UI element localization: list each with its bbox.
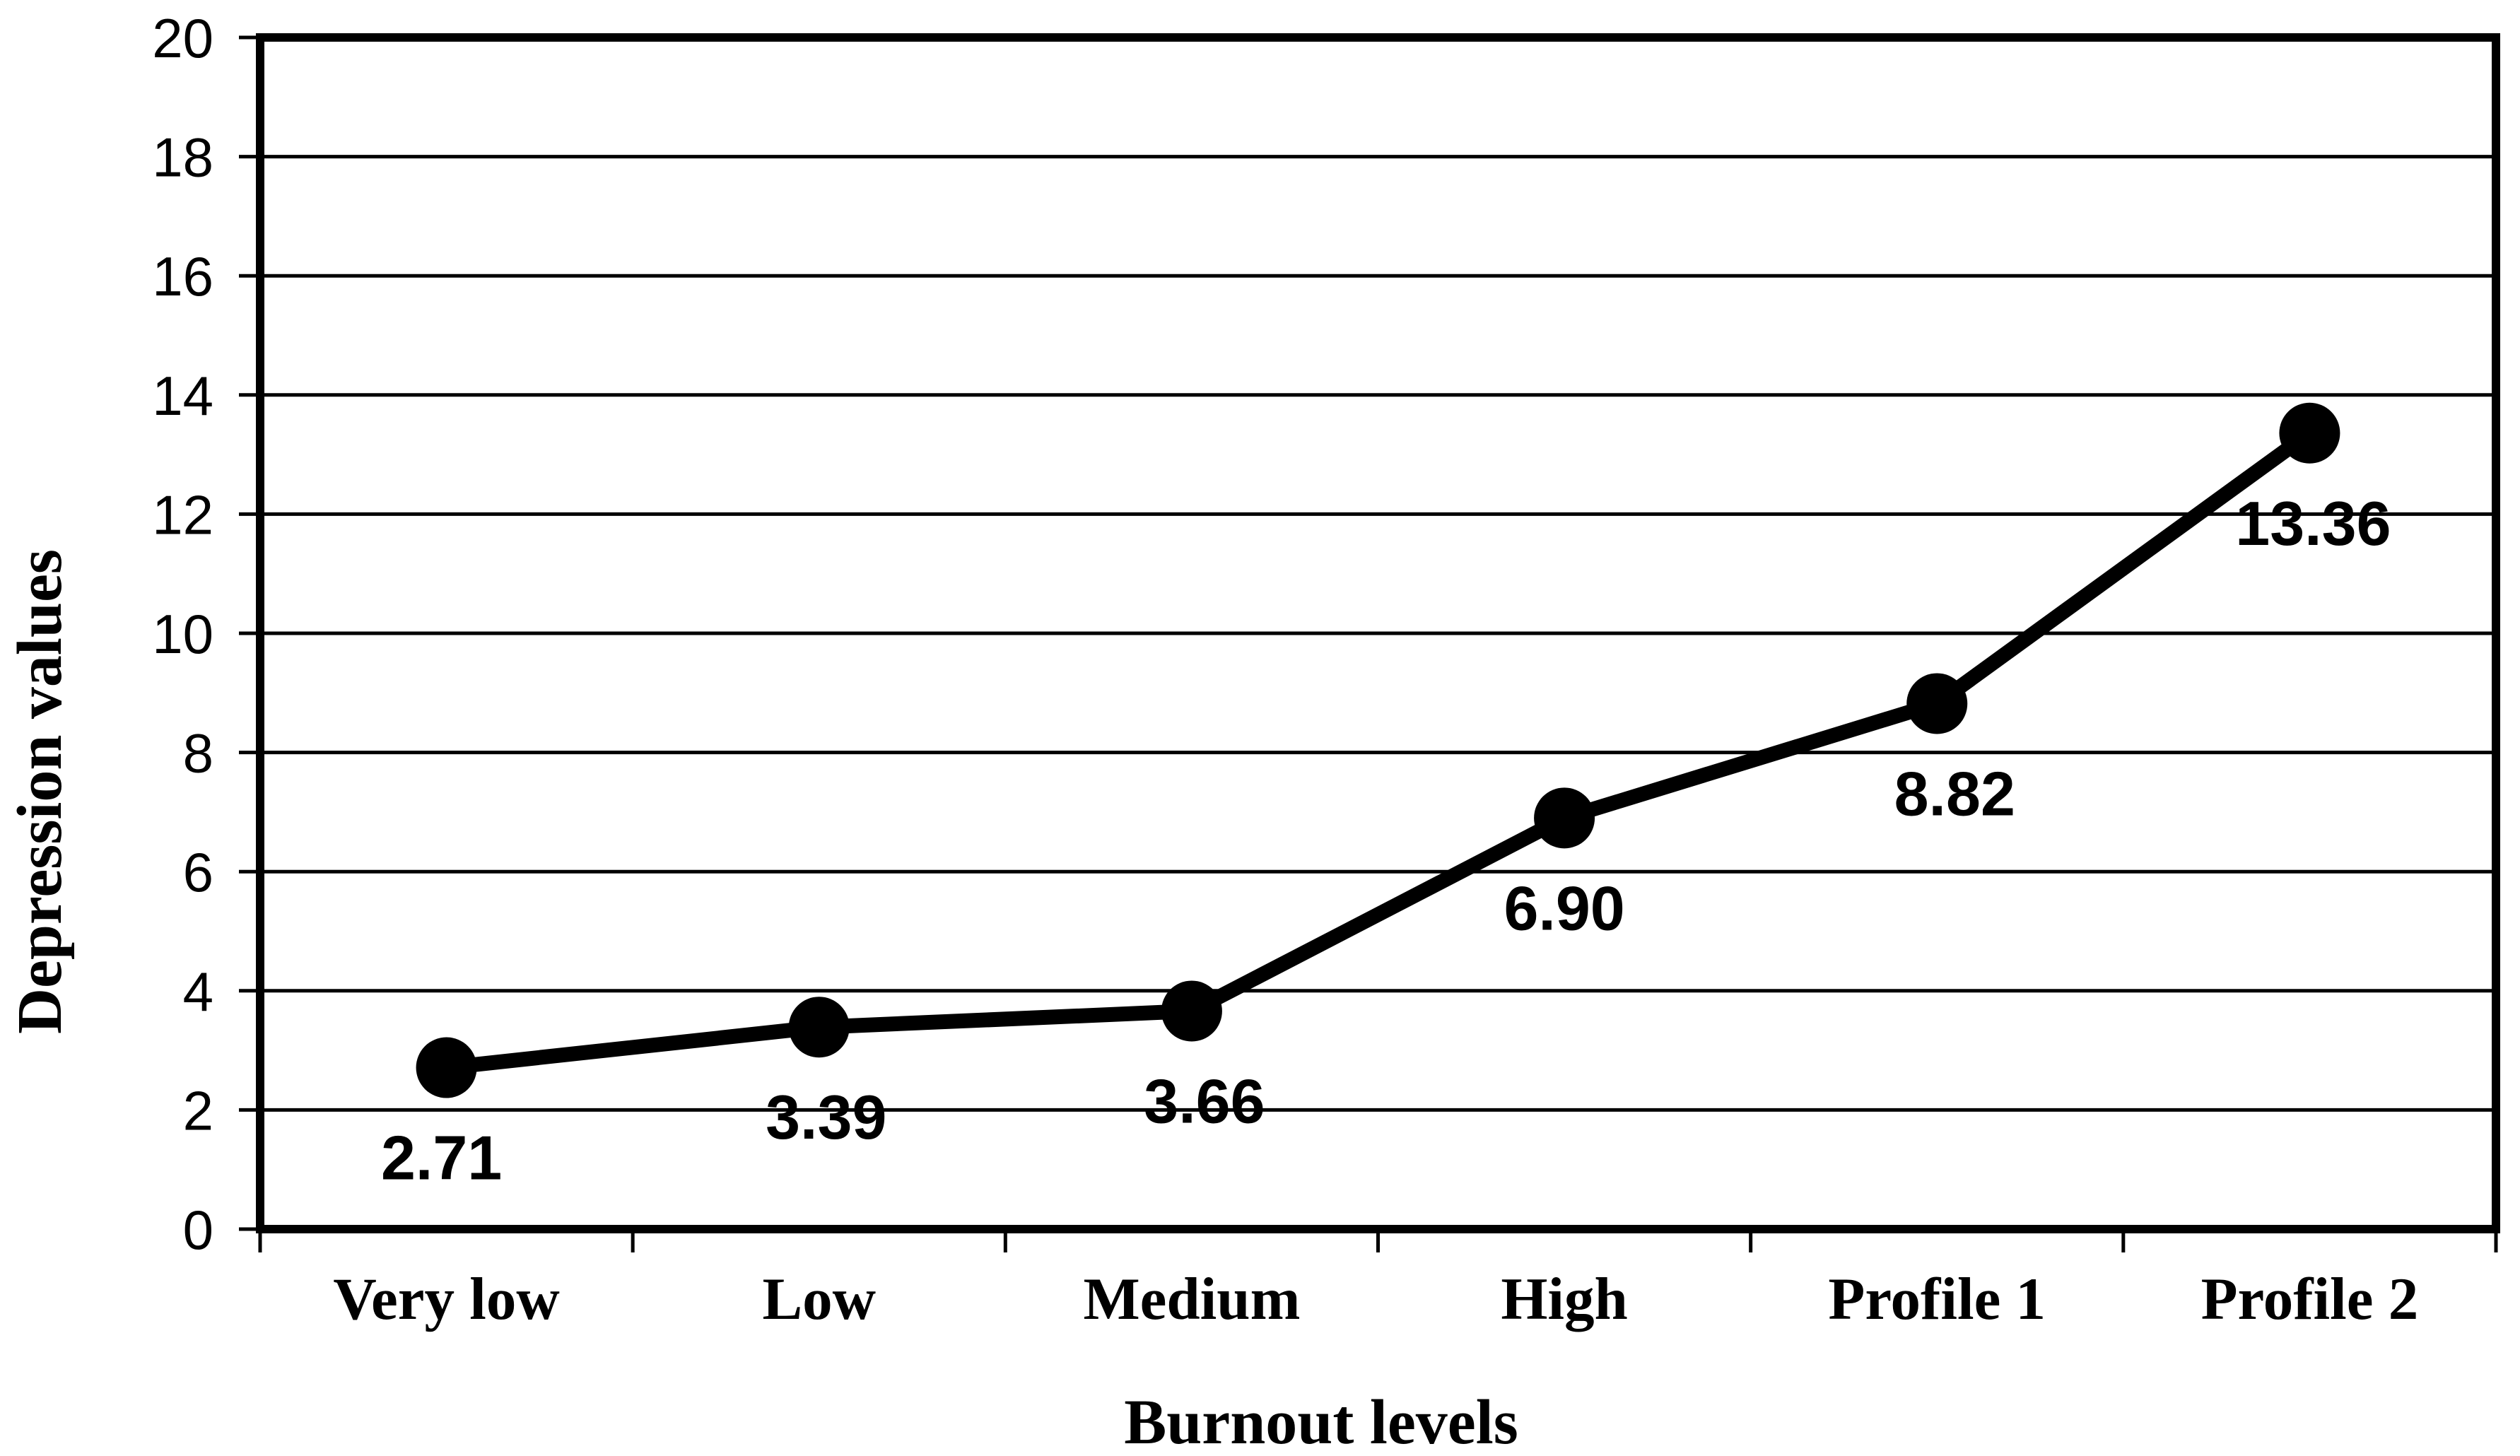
data-point-label: 3.39 — [766, 1082, 886, 1152]
data-point-marker — [416, 1037, 477, 1098]
series-line — [439, 425, 2317, 1076]
y-tick-label: 8 — [183, 722, 213, 785]
y-tick-label: 16 — [152, 245, 213, 307]
plot-area: 0 2 4 6 8 10 12 14 16 18 20 Very low Low Medium High Pr… — [152, 7, 2500, 1332]
y-tick-label: 14 — [152, 365, 213, 427]
data-point-marker — [1906, 673, 1968, 734]
data-point-label: 13.36 — [2235, 488, 2391, 558]
y-tick-label: 0 — [183, 1199, 213, 1261]
y-tick-label: 2 — [183, 1079, 213, 1141]
y-tick-label: 4 — [183, 961, 213, 1023]
data-point-marker — [788, 997, 850, 1058]
data-point-marker — [1161, 980, 1222, 1042]
y-tick-label: 10 — [152, 603, 213, 665]
x-category-label: High — [1501, 1266, 1628, 1332]
y-tick-label: 18 — [152, 127, 213, 189]
data-point-label: 8.82 — [1894, 758, 2015, 828]
x-category-label: Profile 2 — [2201, 1266, 2419, 1332]
y-tick-label: 12 — [152, 483, 213, 546]
data-point-label: 2.71 — [381, 1123, 502, 1193]
x-category-label: Very low — [333, 1266, 559, 1332]
data-point-marker — [1534, 787, 1595, 849]
data-point-label: 6.90 — [1504, 873, 1624, 943]
y-tick-label: 20 — [152, 7, 213, 69]
data-point-label: 3.66 — [1144, 1066, 1265, 1136]
x-axis-title: Burnout levels — [1124, 1387, 1518, 1456]
y-axis-title: Depression values — [5, 549, 75, 1034]
x-category-label: Medium — [1083, 1266, 1300, 1332]
x-category-label: Low — [762, 1266, 876, 1332]
data-point-marker — [2279, 402, 2340, 464]
x-category-label: Profile 1 — [1828, 1266, 2046, 1332]
y-tick-label: 6 — [183, 841, 213, 903]
